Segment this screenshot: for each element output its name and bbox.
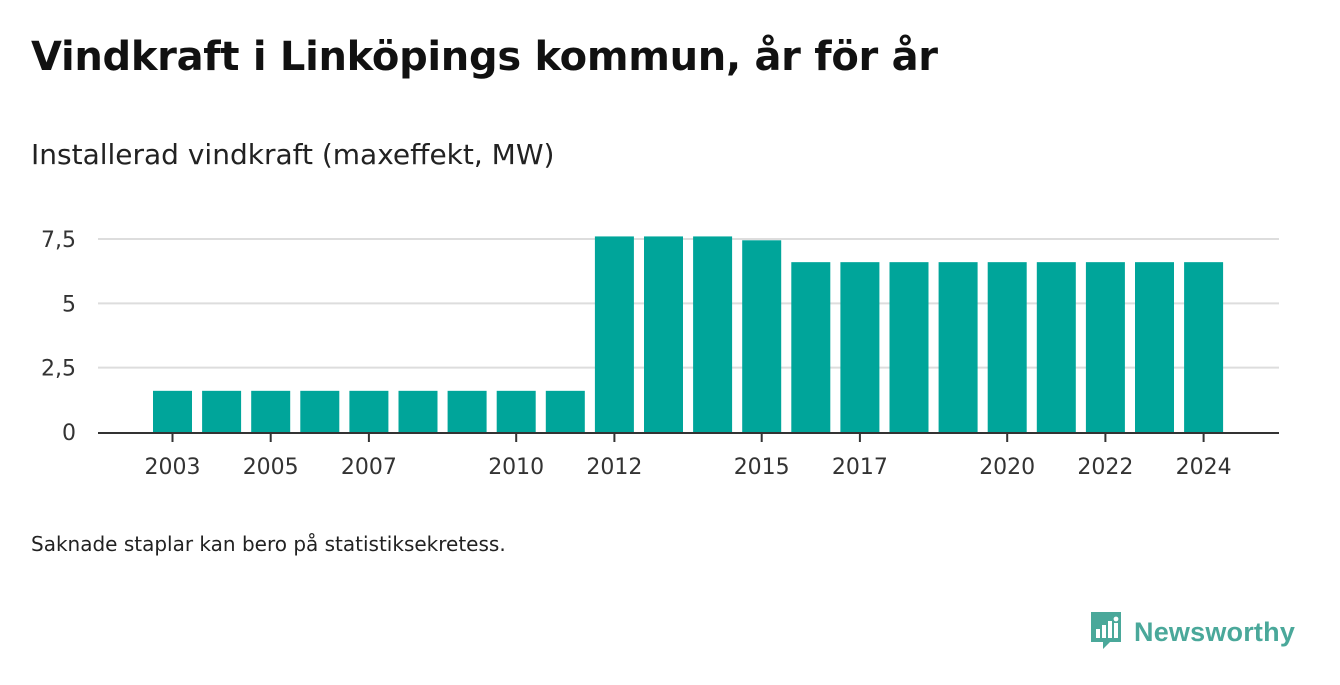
x-tick-label: 2017 (832, 455, 888, 480)
bar-2021 (1036, 262, 1076, 432)
bar-2023 (1135, 262, 1174, 432)
gridlines (98, 238, 1279, 369)
bar-2006 (300, 390, 340, 432)
newsworthy-logo-icon (1088, 609, 1124, 655)
x-tick-label: 2005 (243, 455, 299, 480)
bar-2014 (693, 236, 733, 432)
y-tick-label: 0 (62, 421, 76, 446)
bar-2005 (251, 390, 291, 432)
chart-subtitle: Installerad vindkraft (maxeffekt, MW) (31, 138, 555, 171)
bar-2020 (987, 262, 1027, 432)
bar-2007 (349, 390, 389, 432)
x-tick-label: 2010 (488, 455, 544, 480)
bars (153, 236, 1224, 432)
x-axis-labels: 2003 2005 2007 2010 2012 2015 2017 2020 2022 2024 (145, 455, 1232, 480)
bar-2004 (202, 390, 242, 432)
x-tick-label: 2003 (145, 455, 201, 480)
bar-2015 (742, 240, 782, 432)
x-tick-label: 2024 (1176, 455, 1232, 480)
bar-2008 (398, 390, 438, 432)
brand-name: Newsworthy (1134, 616, 1296, 647)
x-tick-label: 2022 (1077, 455, 1133, 480)
y-tick-label: 7,5 (41, 228, 76, 253)
bar-2022 (1085, 262, 1125, 432)
x-tick-label: 2007 (341, 455, 397, 480)
y-axis-labels: 0 2,5 5 7,5 (41, 228, 76, 446)
x-tick-label: 2012 (586, 455, 642, 480)
bar-2016 (791, 262, 831, 432)
x-tick-label: 2015 (734, 455, 790, 480)
bar-2024 (1184, 262, 1224, 432)
bar-2011 (545, 390, 585, 432)
x-tick-label: 2020 (979, 455, 1035, 480)
bar-2018 (889, 262, 929, 432)
bar-2003 (153, 390, 192, 432)
x-axis (98, 432, 1279, 442)
bar-2012 (594, 236, 634, 432)
bar-2019 (938, 262, 978, 432)
bar-2009 (447, 390, 487, 432)
y-tick-label: 5 (62, 292, 76, 317)
footnote: Saknade staplar kan bero på statistiksek… (31, 532, 506, 556)
bar-2013 (644, 236, 683, 432)
bar-2017 (840, 262, 880, 432)
bar-chart: 0 2,5 5 7,5 2003 2005 2007 2010 2012 2015 2017 202… (41, 228, 1279, 480)
chart-title: Vindkraft i Linköpings kommun, år för år (31, 34, 938, 80)
brand-logo: Newsworthy (1088, 610, 1295, 654)
y-tick-label: 2,5 (41, 357, 76, 382)
bar-2010 (496, 390, 536, 432)
